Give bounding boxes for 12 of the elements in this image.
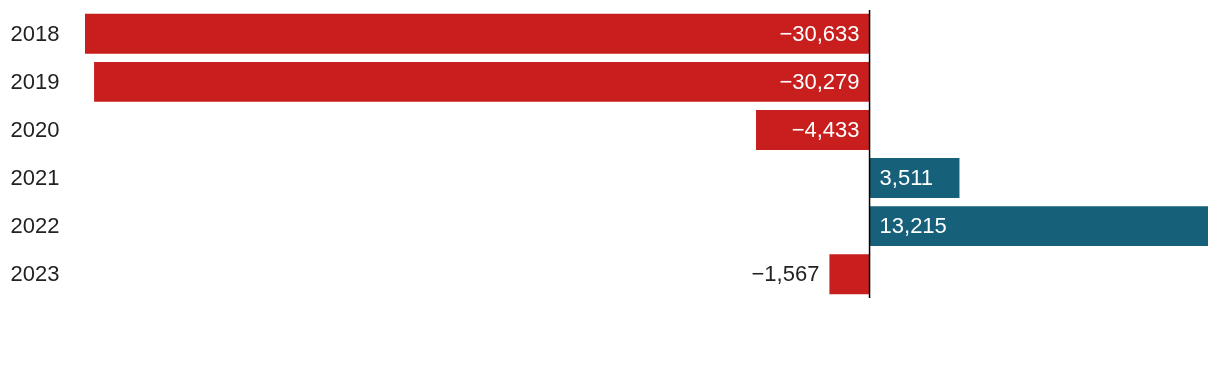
- data-label: 13,215: [879, 213, 947, 239]
- y-tick-label: 2022: [10, 213, 60, 239]
- y-tick-label: 2023: [10, 261, 60, 287]
- y-tick-label: 2020: [10, 116, 60, 142]
- data-label: −30,633: [779, 20, 860, 46]
- data-label: −30,279: [779, 68, 860, 94]
- data-label: −4,433: [791, 116, 860, 142]
- data-label: −1,567: [751, 261, 820, 287]
- y-tick-label: 2019: [10, 68, 60, 94]
- y-tick-label: 2018: [10, 20, 60, 46]
- y-tick-label: 2021: [10, 165, 60, 191]
- data-label: 3,511: [879, 165, 933, 191]
